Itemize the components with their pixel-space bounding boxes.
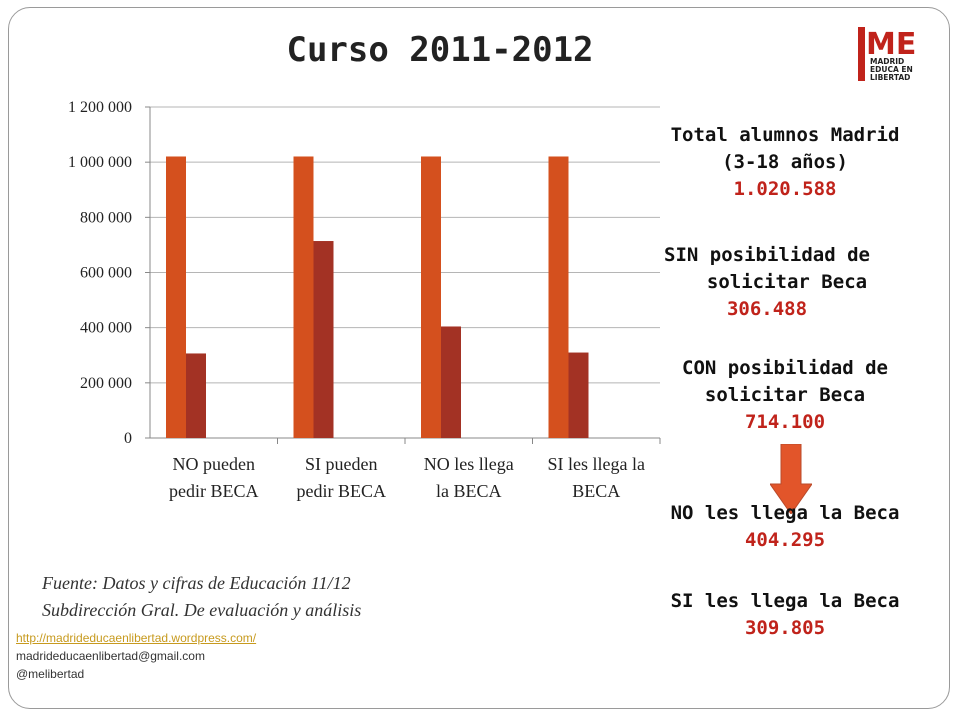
source-line-2: Subdirección Gral. De evaluación y análi… [42, 600, 362, 620]
bar-2-1 [186, 353, 206, 438]
y-tick-label: 600 000 [80, 265, 132, 282]
category-label: pedir BECA [169, 481, 259, 501]
category-label: NO les llega [424, 454, 514, 474]
slide-frame [8, 7, 950, 709]
y-tick-label: 1 200 000 [68, 99, 132, 116]
sin-value: 306.488 [726, 298, 808, 320]
logo-line3: LIBERTAD [870, 73, 910, 82]
no-value: 404.295 [744, 529, 826, 551]
category-label: NO pueden [173, 454, 255, 474]
contact-links: http://madrideducaenlibertad.wordpress.c… [16, 629, 256, 683]
y-tick-label: 0 [124, 430, 132, 447]
sin-label-1: SIN posibilidad de [664, 244, 870, 266]
sin-label-2: solicitar Beca [706, 271, 868, 293]
bar-2-2 [313, 241, 334, 438]
bar-1-4 [548, 156, 569, 439]
source-note: Fuente: Datos y cifras de Educación 11/1… [42, 570, 361, 624]
category-label: la BECA [436, 481, 502, 501]
bar-1-3 [421, 156, 441, 439]
y-tick-label: 1 000 000 [68, 154, 132, 171]
down-arrow-icon [770, 444, 812, 514]
si-value: 309.805 [744, 617, 826, 639]
twitter-handle: @melibertad [16, 667, 85, 681]
bar-2-4 [568, 352, 589, 438]
total-label-1: Total alumnos Madrid [670, 124, 900, 146]
con-label-1: CON posibilidad de [682, 357, 888, 379]
logo-line1: MADRID [870, 57, 904, 66]
si-label: SI les llega la Beca [670, 590, 900, 612]
bar-1-1 [166, 156, 186, 439]
total-block: Total alumnos Madrid (3-18 años) 1.020.5… [640, 122, 930, 203]
y-tick-label: 200 000 [80, 375, 132, 392]
logo-letters: ME [866, 27, 916, 62]
category-label: SI les llega la [548, 454, 645, 474]
category-label: BECA [572, 481, 620, 501]
blog-link[interactable]: http://madrideducaenlibertad.wordpress.c… [16, 631, 257, 645]
total-label-2: (3-18 años) [722, 151, 848, 173]
slide-title: Curso 2011-2012 [286, 30, 594, 70]
logo-bar [858, 27, 865, 81]
email-text: madrideducaenlibertad@gmail.com [16, 649, 205, 663]
no-block: NO les llega la Beca 404.295 [640, 500, 930, 554]
category-label: SI pueden [305, 454, 377, 474]
y-tick-label: 800 000 [80, 209, 132, 226]
y-tick-label: 400 000 [80, 320, 132, 337]
category-label: pedir BECA [297, 481, 387, 501]
con-block: CON posibilidad de solicitar Beca 714.10… [640, 355, 930, 436]
logo: ME MADRID EDUCA EN LIBERTAD [858, 24, 928, 86]
total-value: 1.020.588 [733, 178, 837, 200]
con-label-2: solicitar Beca [704, 384, 866, 406]
bar-1-2 [293, 156, 314, 439]
source-line-1: Fuente: Datos y cifras de Educación 11/1… [42, 573, 351, 593]
logo-line2: EDUCA EN [870, 65, 913, 74]
bar-2-3 [441, 326, 461, 438]
con-value: 714.100 [744, 411, 826, 433]
si-block: SI les llega la Beca 309.805 [640, 588, 930, 642]
no-label: NO les llega la Beca [670, 502, 900, 524]
sin-block: SIN posibilidad de solicitar Beca 306.48… [622, 242, 912, 323]
